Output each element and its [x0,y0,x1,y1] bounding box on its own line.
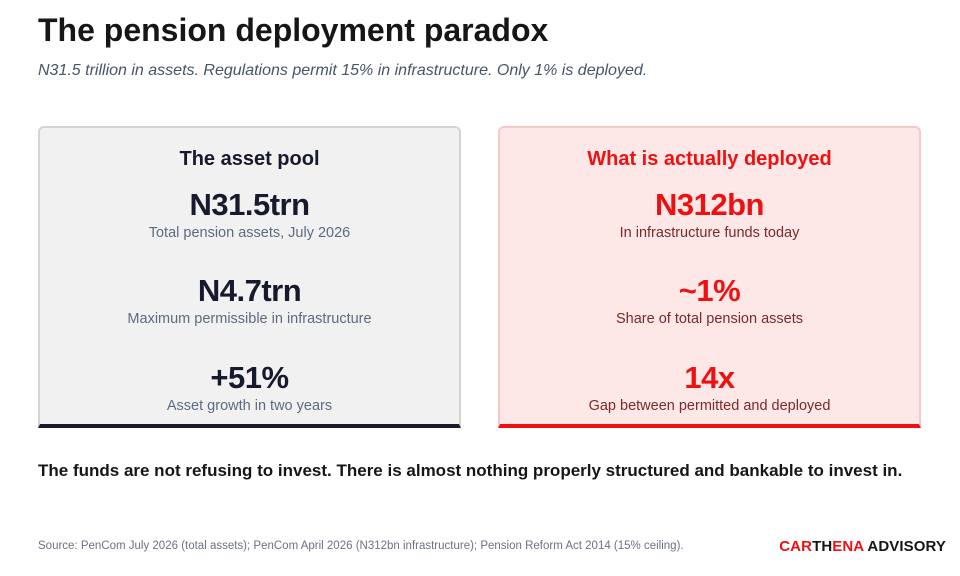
metric-label: Asset growth in two years [166,398,333,414]
metric-value: +51% [210,360,289,395]
brand-logo-part: TH [812,538,833,555]
metric-label: Gap between permitted and deployed [588,398,831,414]
metric-value: N31.5trn [189,187,310,222]
conclusion-text: The funds are not refusing to invest. Th… [38,461,903,480]
metric-gap: 14x Gap between permitted and deployed [500,360,919,415]
brand-logo-part: ADVISORY [863,538,946,555]
metric-value: N4.7trn [197,273,302,308]
metric-label: Maximum permissible in infrastructure [127,311,372,327]
metric-share-of-assets: ~1% Share of total pension assets [500,273,919,328]
metric-label: Total pension assets, July 2026 [148,225,351,241]
brand-logo: CARTHENA ADVISORY [779,538,946,555]
asset-pool-heading: The asset pool [179,148,320,170]
metric-total-assets: N31.5trn Total pension assets, July 2026 [40,187,459,242]
metric-asset-growth: +51% Asset growth in two years [40,360,459,415]
source-note: Source: PenCom July 2026 (total assets);… [38,540,684,552]
metric-value: 14x [684,360,735,395]
brand-logo-part: ENA [832,538,864,555]
metric-label: In infrastructure funds today [619,225,800,241]
asset-pool-card: The asset pool N31.5trn Total pension as… [38,126,461,428]
deployed-heading: What is actually deployed [587,148,832,170]
page-title: The pension deployment paradox [38,12,549,48]
metric-value: N312bn [655,187,764,222]
deployed-card: What is actually deployed N312bn In infr… [498,126,921,428]
brand-logo-part: CAR [779,538,813,555]
metric-infrastructure-funds: N312bn In infrastructure funds today [500,187,919,242]
metric-max-infrastructure: N4.7trn Maximum permissible in infrastru… [40,273,459,328]
metric-label: Share of total pension assets [615,311,803,327]
metric-value: ~1% [678,273,741,308]
page-subtitle: N31.5 trillion in assets. Regulations pe… [38,62,648,79]
